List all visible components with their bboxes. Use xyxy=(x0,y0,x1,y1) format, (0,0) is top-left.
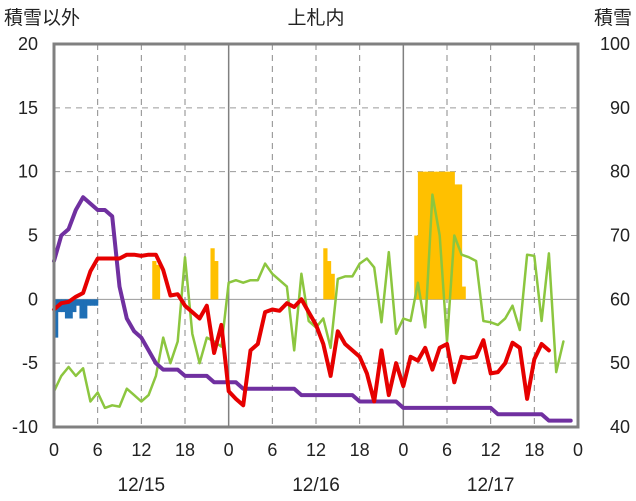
x-tick-label: 0 xyxy=(573,440,583,460)
x-tick-label: 18 xyxy=(175,440,195,460)
x-tick-label: 6 xyxy=(442,440,452,460)
date-labels: 12/15 12/16 12/17 xyxy=(118,475,515,496)
grid xyxy=(54,44,578,427)
right-tick-label: 80 xyxy=(610,162,630,182)
orange-bar xyxy=(425,171,430,300)
left-axis-ticks: 20 15 10 5 0 -5 -10 xyxy=(12,34,38,437)
orange-bar xyxy=(457,184,463,300)
x-tick-label: 0 xyxy=(398,440,408,460)
orange-bar xyxy=(439,171,444,300)
date-label: 12/15 xyxy=(118,475,166,496)
x-tick-label: 12 xyxy=(481,440,501,460)
x-tick-label: 6 xyxy=(267,440,277,460)
orange-bar xyxy=(436,171,441,300)
orange-bar xyxy=(432,171,437,300)
blue-bar xyxy=(83,299,88,319)
orange-bar xyxy=(414,235,419,300)
orange-bar xyxy=(214,261,219,300)
orange-bar xyxy=(323,248,328,300)
left-tick-label: -5 xyxy=(22,353,38,373)
left-tick-label: 10 xyxy=(18,162,38,182)
x-tick-label: 6 xyxy=(93,440,103,460)
right-axis-title: 積雪 xyxy=(594,7,632,29)
orange-bar xyxy=(210,248,215,300)
blue-bar xyxy=(61,299,66,313)
x-tick-label: 0 xyxy=(224,440,234,460)
left-tick-label: -10 xyxy=(12,417,38,437)
snow-depth-line xyxy=(52,195,573,423)
orange-bar xyxy=(417,171,423,300)
right-tick-label: 40 xyxy=(610,417,630,437)
blue-bar xyxy=(54,299,59,338)
left-tick-label: 15 xyxy=(18,98,38,118)
plot-frame xyxy=(52,42,580,429)
date-label: 12/16 xyxy=(292,475,340,496)
right-tick-label: 60 xyxy=(610,289,630,309)
line-series xyxy=(52,193,573,423)
blue-bar xyxy=(64,299,70,319)
orange-bar xyxy=(330,273,335,300)
orange-bar xyxy=(461,286,466,300)
left-axis-title: 積雪以外 xyxy=(4,7,80,29)
blue-bar xyxy=(79,299,84,319)
x-tick-label: 0 xyxy=(49,440,59,460)
orange-bar xyxy=(447,171,452,300)
green-series-line xyxy=(52,193,565,410)
right-tick-label: 50 xyxy=(610,353,630,373)
temperature-line xyxy=(52,252,551,408)
blue-bar xyxy=(75,299,81,306)
blue-bar xyxy=(72,299,77,313)
left-tick-label: 0 xyxy=(28,289,38,309)
left-tick-label: 20 xyxy=(18,34,38,54)
blue-bar xyxy=(68,299,73,319)
left-tick-label: 5 xyxy=(28,226,38,246)
orange-bar xyxy=(443,171,448,300)
orange-bar xyxy=(421,171,426,300)
orange-bar xyxy=(155,264,161,300)
blue-bar xyxy=(86,299,91,306)
x-axis-ticks: 0 6 12 18 0 6 12 18 0 6 12 18 0 xyxy=(49,440,583,460)
x-tick-label: 18 xyxy=(350,440,370,460)
orange-bar xyxy=(326,261,332,300)
blue-bar xyxy=(90,299,95,306)
right-tick-label: 70 xyxy=(610,226,630,246)
x-tick-label: 12 xyxy=(306,440,326,460)
chart-title: 上札内 xyxy=(287,7,344,29)
orange-bar xyxy=(152,261,157,300)
x-tick-label: 12 xyxy=(131,440,151,460)
blue-bar xyxy=(94,299,99,306)
right-axis-ticks: 100 90 80 70 60 50 40 xyxy=(600,34,630,437)
date-label: 12/17 xyxy=(467,475,515,496)
right-tick-label: 90 xyxy=(610,98,630,118)
orange-bar xyxy=(450,171,455,300)
right-tick-label: 100 xyxy=(600,34,630,54)
x-tick-label: 18 xyxy=(524,440,544,460)
